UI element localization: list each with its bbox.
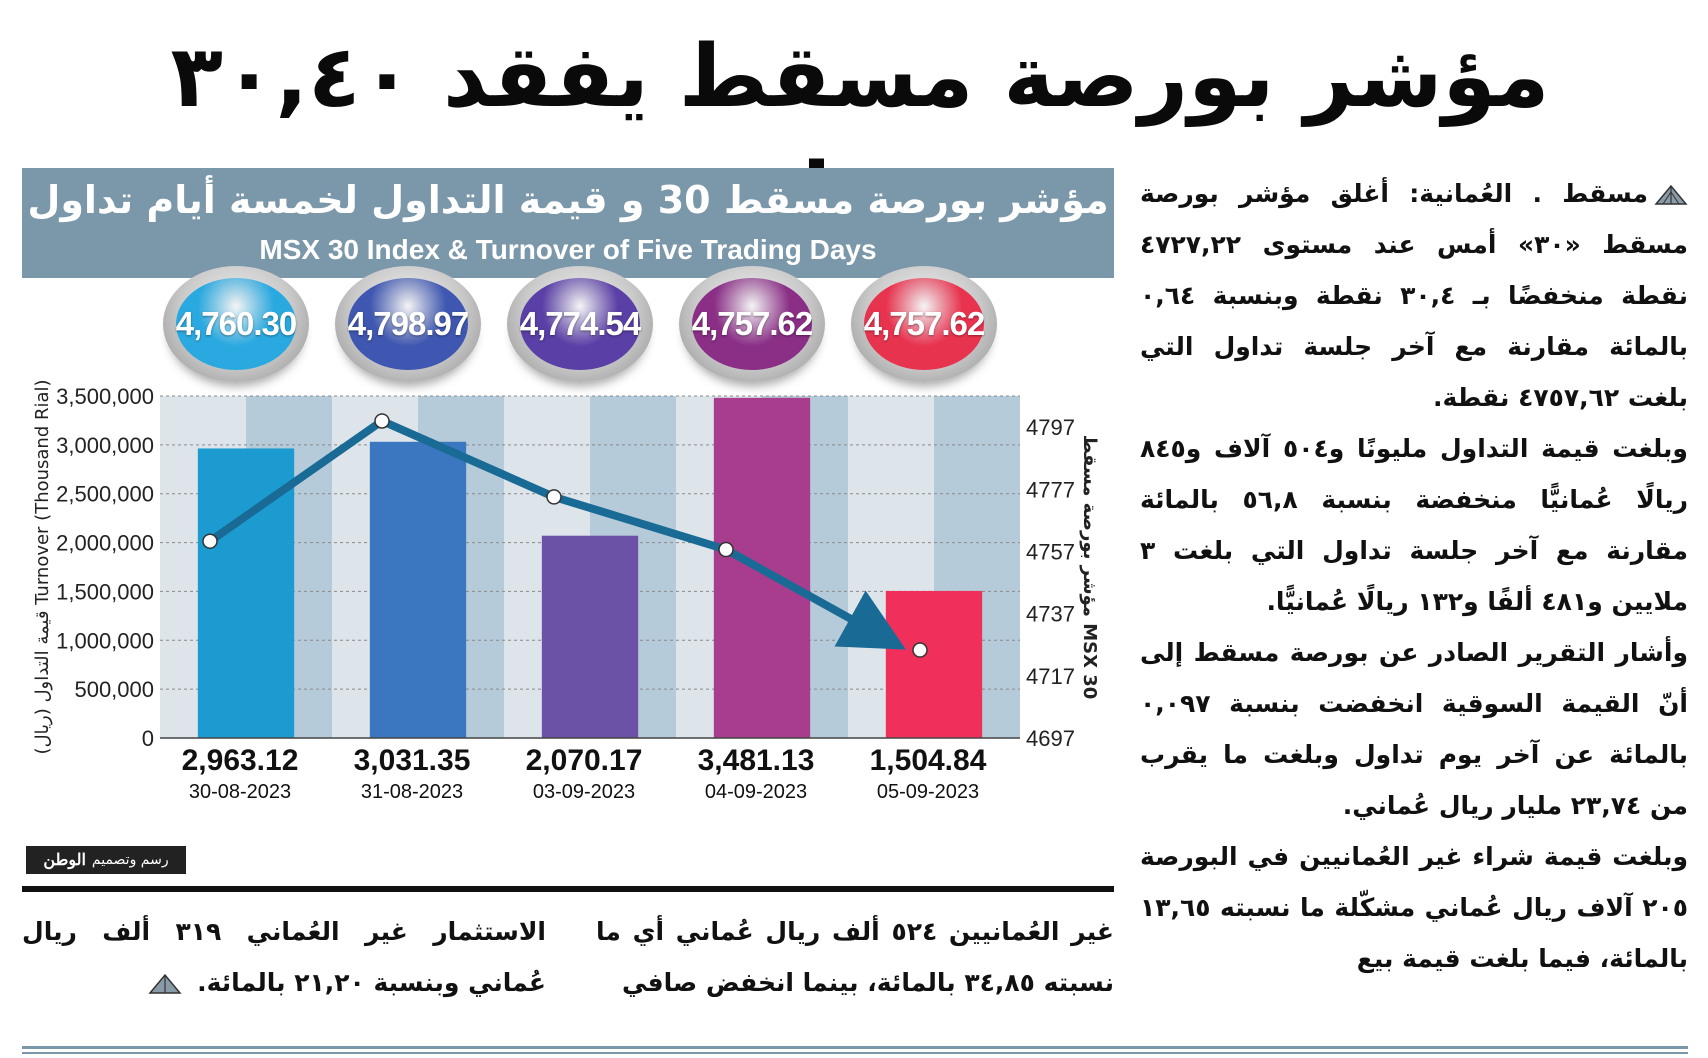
bottom-column-middle: غير العُمانيين ٥٢٤ ألف ريال عُماني أي ما… (596, 917, 1114, 997)
y-tick-label: 2,000,000 (56, 531, 154, 556)
index-badge-value: 4,757.62 (692, 278, 813, 370)
turnover-label: 3,031.35 (353, 744, 471, 777)
y2-tick-label: 4697 (1026, 726, 1075, 751)
credit-logo: الوطن (43, 850, 86, 869)
index-point (718, 541, 734, 558)
y-axis-title: قيمة التداول (ريال) Turnover (Thousand R… (32, 379, 53, 754)
index-point (546, 489, 562, 505)
turnover-label: 1,504.84 (869, 744, 987, 777)
pen-nib-icon (1654, 184, 1688, 205)
article-paragraph-1: مسقط . العُمانية: أغلق مؤشر بورصة مسقط «… (1140, 179, 1688, 412)
footer-rule (22, 1046, 1688, 1049)
index-badge-value: 4,757.62 (864, 278, 985, 370)
turnover-label: 3,481.13 (697, 744, 815, 777)
index-badge-value: 4,774.54 (520, 278, 641, 370)
divider (22, 886, 1114, 892)
index-arrow (724, 546, 906, 650)
chart-title-band: مؤشر بورصة مسقط 30 و قيمة التداول لخمسة … (22, 168, 1114, 278)
credit-box: رسم وتصميم الوطن (26, 846, 186, 874)
chart-panel: مؤشر بورصة مسقط 30 و قيمة التداول لخمسة … (22, 168, 1114, 874)
y-tick-label: 2,500,000 (56, 482, 154, 507)
y2-tick-label: 4797 (1026, 415, 1075, 440)
index-badge-value: 4,798.97 (348, 278, 469, 370)
index-badge: 4,798.97 (335, 266, 481, 382)
y2-tick-label: 4757 (1026, 539, 1075, 564)
index-badge: 4,774.54 (507, 266, 653, 382)
y2-axis-title: مؤشر بورصة مسقط MSX 30 (1079, 435, 1100, 700)
turnover-label: 2,070.17 (525, 744, 643, 777)
date-label: 03-09-2023 (532, 781, 636, 803)
date-label: 31-08-2023 (360, 781, 464, 803)
chart-title: مؤشر بورصة مسقط 30 و قيمة التداول لخمسة … (27, 178, 1109, 222)
turnover-label: 2,963.12 (181, 744, 299, 777)
y-tick-label: 1,500,000 (56, 579, 154, 604)
date-label: 30-08-2023 (188, 781, 292, 803)
bottom-column-left: الاستثمار غير العُماني ٣١٩ ألف ريال عُما… (22, 906, 546, 1016)
turnover-bar (369, 441, 467, 738)
footer-rule-2 (22, 1052, 1688, 1054)
y2-tick-label: 4717 (1026, 664, 1075, 689)
y2-tick-label: 4777 (1026, 477, 1075, 502)
date-label: 05-09-2023 (876, 781, 980, 803)
article-column: مسقط . العُمانية: أغلق مؤشر بورصة مسقط «… (1140, 168, 1688, 1028)
article-paragraph-2: وبلغت قيمة التداول مليونًا و٥٠٤ آلاف و٨٤… (1140, 434, 1688, 616)
index-line (207, 416, 728, 554)
index-badge: 4,757.62 (851, 266, 997, 382)
y-tick-label: 3,500,000 (56, 384, 154, 409)
date-label: 04-09-2023 (704, 781, 808, 803)
article-paragraph-4: وبلغت قيمة شراء غير العُمانيين في البورص… (1140, 842, 1688, 973)
chart-svg: 0 500,000 1,000,000 1,500,000 2,000,000 2,500… (32, 379, 1100, 754)
index-badge-value: 4,760.30 (176, 278, 297, 370)
y-tick-label: 500,000 (74, 677, 154, 702)
y-tick-label: 0 (142, 726, 154, 751)
credit-text: رسم وتصميم (91, 852, 169, 868)
bottom-column-left-text: الاستثمار غير العُماني ٣١٩ ألف ريال عُما… (22, 917, 547, 997)
index-point (374, 413, 390, 429)
y2-tick-label: 4737 (1026, 602, 1075, 627)
y-tick-label: 1,000,000 (56, 628, 154, 653)
article-paragraph-3: وأشار التقرير الصادر عن بورصة مسقط إلى أ… (1140, 638, 1688, 820)
index-badge: 4,760.30 (163, 266, 309, 382)
turnover-bar (885, 590, 983, 738)
headline: مؤشر بورصة مسقط يفقد ٣٠,٤٠ نقطة (170, 27, 1550, 245)
turnover-bar (541, 535, 639, 738)
index-point (912, 642, 928, 658)
pen-nib-icon (148, 973, 183, 994)
chart-subtitle: MSX 30 Index & Turnover of Five Trading … (259, 234, 877, 265)
index-badge: 4,757.62 (679, 266, 825, 382)
index-point (202, 533, 218, 549)
y-tick-label: 3,000,000 (56, 433, 154, 458)
